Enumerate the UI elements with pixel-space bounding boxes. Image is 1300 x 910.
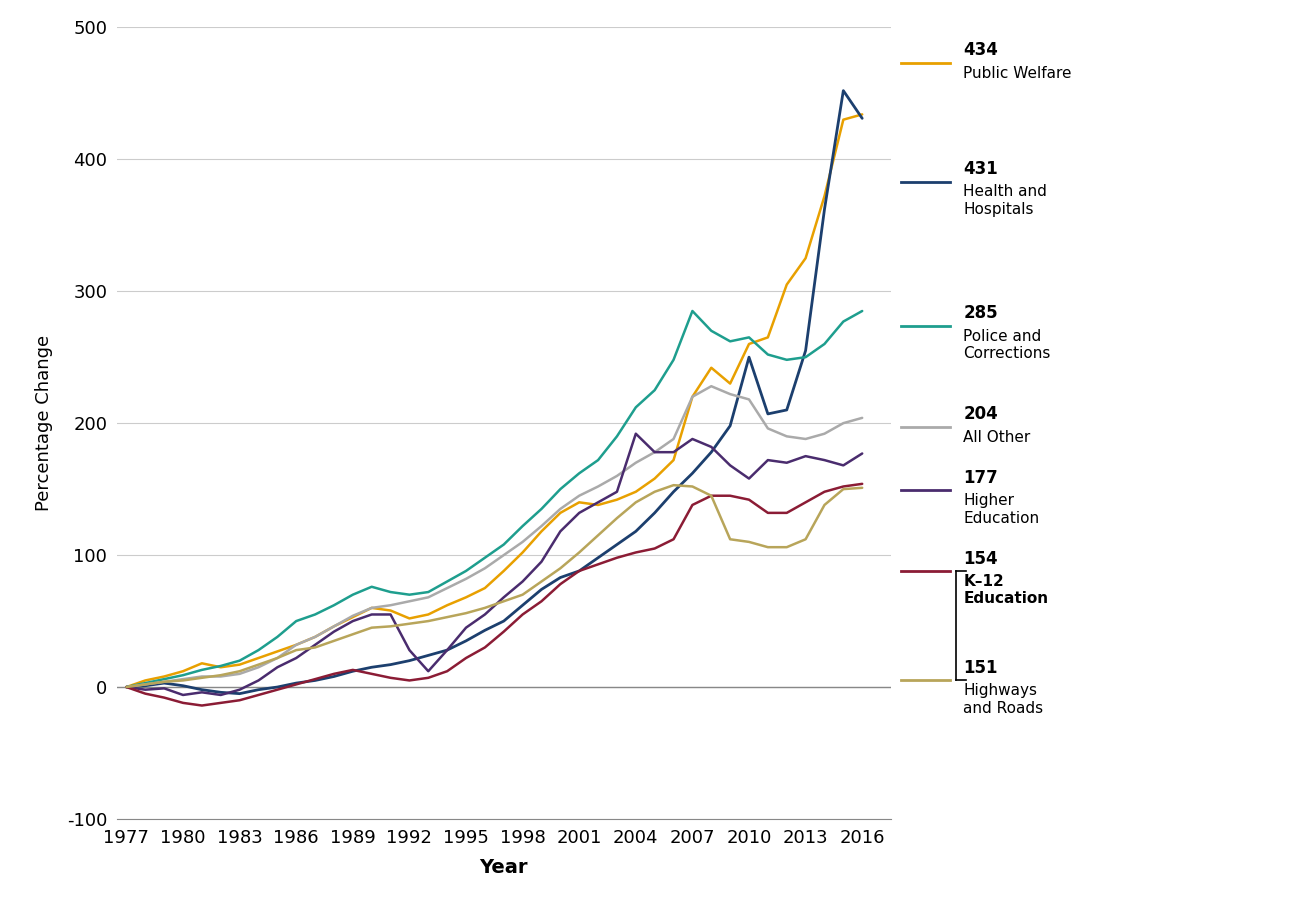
Text: 431: 431 [963,160,998,178]
Text: 204: 204 [963,406,998,423]
X-axis label: Year: Year [480,858,528,877]
Text: Higher
Education: Higher Education [963,493,1040,526]
Text: 154: 154 [963,550,998,568]
Y-axis label: Percentage Change: Percentage Change [35,335,53,511]
Text: K–12
Education: K–12 Education [963,574,1048,606]
Text: Highways
and Roads: Highways and Roads [963,683,1044,715]
Text: 434: 434 [963,41,998,59]
Text: All Other: All Other [963,430,1031,445]
Text: 151: 151 [963,659,998,677]
Text: Police and
Corrections: Police and Corrections [963,329,1050,361]
Text: 285: 285 [963,304,998,322]
Text: Public Welfare: Public Welfare [963,66,1071,81]
Text: Health and
Hospitals: Health and Hospitals [963,185,1048,217]
Text: 177: 177 [963,469,998,487]
